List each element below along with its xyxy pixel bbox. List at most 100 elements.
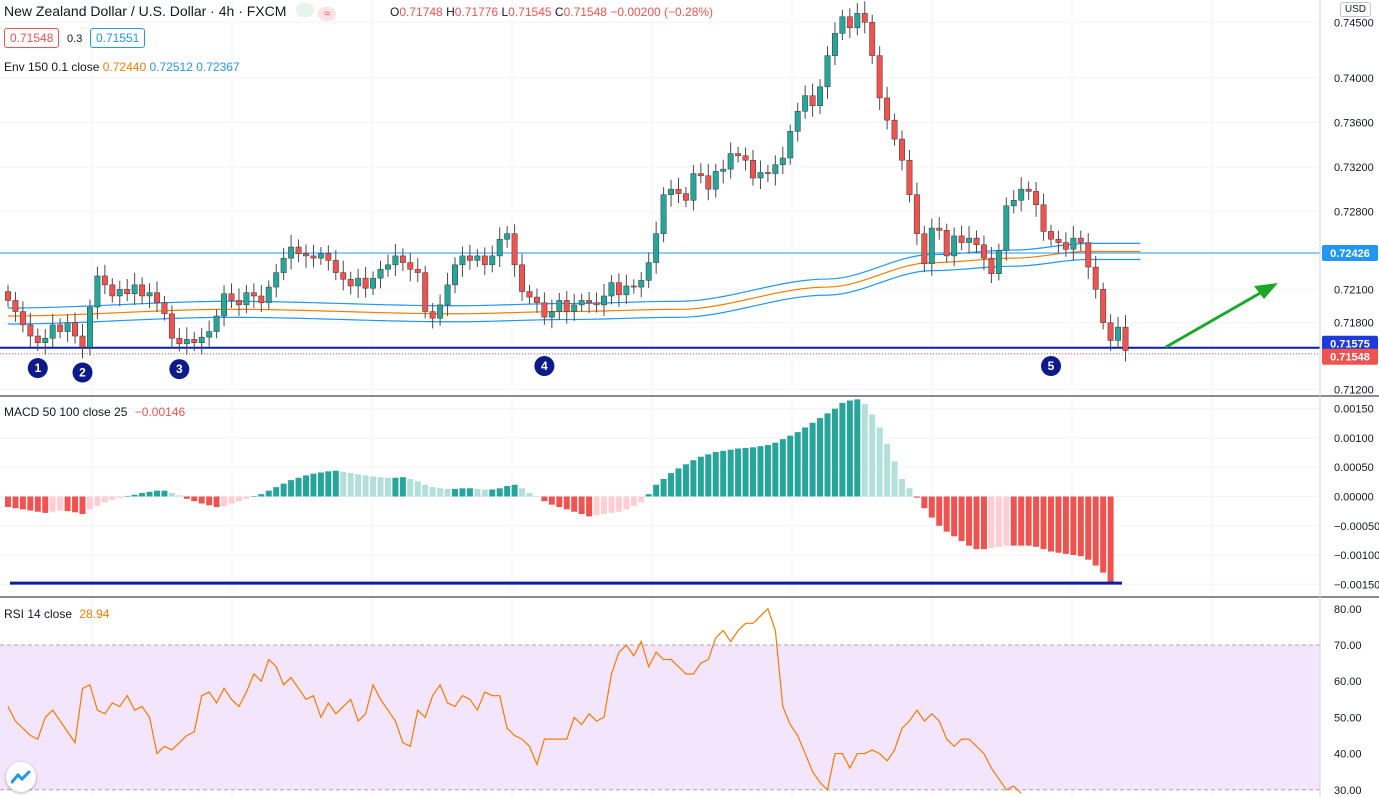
candle-body [504,233,511,240]
rsi-tick-label: 70.00 [1334,640,1362,652]
wave-marker-circle [534,356,555,376]
macd-bar [1010,496,1017,546]
symbol-text[interactable]: New Zealand Dollar / U.S. Dollar · 4h · … [4,3,287,19]
macd-tick-label: 0.00000 [1334,492,1374,504]
macd-bar [1092,496,1099,566]
sell-button[interactable]: 0.71548 [4,28,60,48]
candle-body [779,157,786,165]
candle-body [727,153,734,170]
price-label-box [1322,348,1378,365]
macd-bar [429,487,436,497]
candle-body [72,322,78,337]
candle-body [556,300,563,312]
macd-bar [332,470,339,497]
macd-bar [1025,496,1032,546]
candle-body [168,313,175,339]
macd-bar [414,481,421,497]
macd-bar [787,435,794,497]
macd-bar [489,489,496,497]
macd-bar [422,484,429,497]
candle-body [273,272,280,288]
candle-body [973,237,980,246]
macd-tick-label: 0.00150 [1334,404,1374,416]
envelope-legend[interactable]: Env 150 0.1 close 0.72440 0.72512 0.7236… [4,60,240,74]
candle-body [817,86,823,106]
candle-body [49,324,56,339]
macd-bar [980,496,987,550]
macd-bar [325,471,332,497]
macd-bar [317,472,324,497]
macd-bar [750,447,756,497]
macd-bar [593,496,600,516]
candle-body [899,138,905,161]
macd-bar [608,496,615,513]
currency-button[interactable]: USD [1339,2,1371,17]
buy-button[interactable]: 0.71551 [89,28,146,48]
candle-body [42,338,49,343]
wave-marker-label: 1 [34,361,41,375]
macd-bar [988,496,995,549]
candle-body [861,13,868,23]
candle-body [757,172,764,179]
candle-body [250,292,257,297]
wave-icon[interactable]: ≈ [318,7,337,22]
market-open-icon[interactable] [296,3,315,18]
candle-body [1115,326,1121,341]
macd-bar [459,488,466,497]
macd-bar [511,484,518,497]
envelope-upper-value: 0.72512 [149,60,193,74]
macd-bar [109,496,116,501]
macd-bar [571,496,578,512]
high-label: H [446,5,455,19]
macd-bar [198,496,205,504]
candle-body [1092,266,1099,290]
status-dots[interactable]: ≈ [296,3,337,22]
candle-body [936,227,943,231]
candle-body [794,111,801,132]
candle-body [466,255,473,261]
macd-bar [601,496,607,515]
wave-marker-label: 3 [176,362,183,376]
candle-body [280,257,287,273]
tradingview-logo-icon[interactable] [6,762,36,792]
trend-arrow[interactable] [1165,283,1278,349]
candle-body [1077,237,1084,243]
wave-marker-label: 2 [79,366,86,380]
price-axis[interactable]: 0.74500 0.74000 0.73600 0.73200 0.72800 0.721… [1322,17,1379,797]
candle-body [563,300,570,312]
macd-bar [116,496,123,499]
macd-bar [526,492,533,497]
candle-body [1040,204,1047,232]
symbol-title[interactable]: New Zealand Dollar / U.S. Dollar · 4h · … [4,3,337,22]
candle-body [578,300,585,306]
candle-body [414,269,421,273]
wave-markers[interactable]: 1 2 3 4 5 [27,356,1061,383]
macd-legend[interactable]: MACD 50 100 close 25 −0.00146 [4,405,185,419]
macd-bar [295,477,302,497]
horizontal-lines[interactable] [0,252,1320,355]
price-tick-label: 0.73200 [1334,162,1374,174]
macd-bar [392,477,399,497]
macd-bar [1077,496,1084,557]
macd-bar [384,477,391,497]
candle-body [981,244,987,259]
candle-body [370,277,377,289]
macd-bar [824,413,831,497]
macd-bar [697,456,704,497]
price-label-box [1322,245,1378,262]
rsi-legend[interactable]: RSI 14 close 28.94 [4,607,109,621]
macd-bar [630,496,637,506]
rsi-line [7,607,1022,794]
macd-bar [668,473,675,497]
macd-bar [27,496,34,511]
macd-bar [1003,496,1010,546]
macd-bar [802,427,809,497]
candle-body [496,238,503,257]
macd-bar [1018,496,1025,546]
candle-body [94,275,101,308]
candle-body [437,304,444,319]
candle-body [630,285,637,288]
price-label-text: 0.72426 [1330,248,1370,260]
